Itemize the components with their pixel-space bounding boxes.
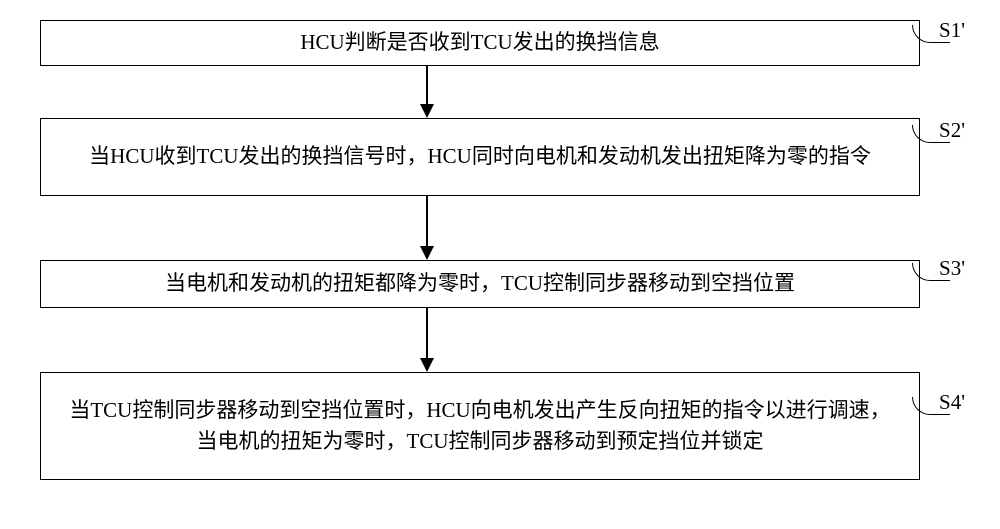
step-label-s2: S2': [939, 118, 965, 143]
step-box-s1: HCU判断是否收到TCU发出的换挡信息: [40, 20, 920, 66]
flowchart-container: HCU判断是否收到TCU发出的换挡信息 S1' 当HCU收到TCU发出的换挡信号…: [40, 20, 960, 480]
arrow-3: [420, 308, 434, 372]
step-label-s4: S4': [939, 390, 965, 415]
step-text-s2: 当HCU收到TCU发出的换挡信号时，HCU同时向电机和发动机发出扭矩降为零的指令: [89, 141, 871, 173]
arrow-head-2: [420, 246, 434, 260]
step-row-4: 当TCU控制同步器移动到空挡位置时，HCU向电机发出产生反向扭矩的指令以进行调速…: [40, 372, 960, 480]
step-text-s4: 当TCU控制同步器移动到空挡位置时，HCU向电机发出产生反向扭矩的指令以进行调速…: [61, 395, 899, 458]
step-row-2: 当HCU收到TCU发出的换挡信号时，HCU同时向电机和发动机发出扭矩降为零的指令…: [40, 118, 960, 196]
step-box-s3: 当电机和发动机的扭矩都降为零时，TCU控制同步器移动到空挡位置: [40, 260, 920, 308]
step-text-s1: HCU判断是否收到TCU发出的换挡信息: [300, 27, 659, 59]
step-box-s2: 当HCU收到TCU发出的换挡信号时，HCU同时向电机和发动机发出扭矩降为零的指令: [40, 118, 920, 196]
arrow-line-3: [426, 308, 428, 358]
arrow-2: [420, 196, 434, 260]
step-row-1: HCU判断是否收到TCU发出的换挡信息 S1': [40, 20, 960, 66]
arrow-line-1: [426, 66, 428, 104]
step-label-s3: S3': [939, 256, 965, 281]
arrow-line-2: [426, 196, 428, 246]
step-box-s4: 当TCU控制同步器移动到空挡位置时，HCU向电机发出产生反向扭矩的指令以进行调速…: [40, 372, 920, 480]
arrow-head-1: [420, 104, 434, 118]
step-label-s1: S1': [939, 18, 965, 43]
arrow-1: [420, 66, 434, 118]
step-text-s3: 当电机和发动机的扭矩都降为零时，TCU控制同步器移动到空挡位置: [165, 268, 795, 300]
step-row-3: 当电机和发动机的扭矩都降为零时，TCU控制同步器移动到空挡位置 S3': [40, 260, 960, 308]
arrow-head-3: [420, 358, 434, 372]
